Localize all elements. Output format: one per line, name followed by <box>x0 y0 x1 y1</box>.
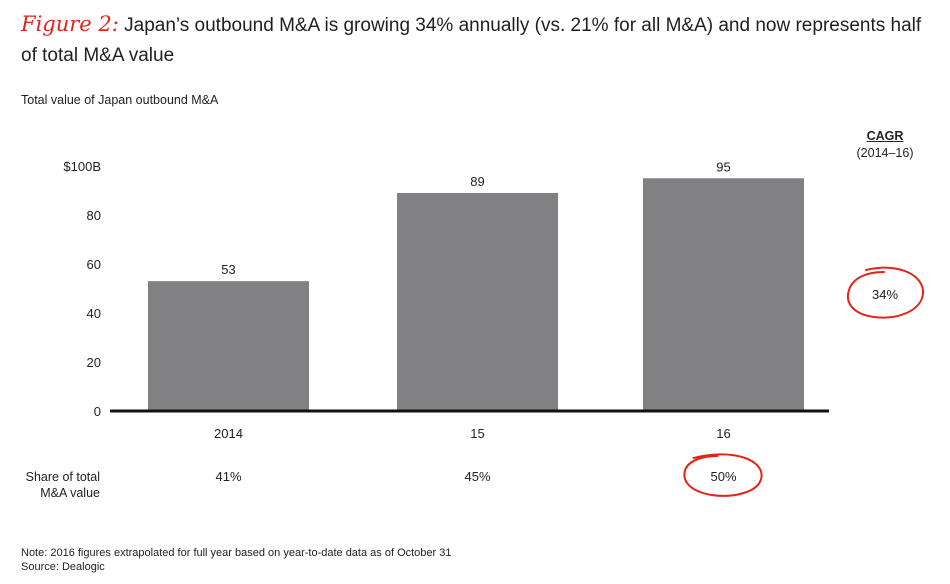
share-value: 50% <box>710 469 736 484</box>
chart-title: Figure 2: Japan’s outbound M&A is growin… <box>21 9 941 71</box>
y-tick-label: 40 <box>87 306 101 321</box>
figure-label: Figure 2: <box>21 12 119 36</box>
y-tick-label: 0 <box>94 404 101 419</box>
share-value: 41% <box>215 469 241 484</box>
share-row-label: Share of total M&A value <box>20 469 100 501</box>
title-text: Japan’s outbound M&A is growing 34% annu… <box>21 15 922 66</box>
x-tick-label: 2014 <box>214 426 243 441</box>
y-tick-label: 20 <box>87 355 101 370</box>
y-tick-label: $100B <box>63 159 101 174</box>
share-label-line2: M&A value <box>40 486 100 500</box>
note-text: Note: 2016 figures extrapolated for full… <box>21 547 452 559</box>
footnote: Note: 2016 figures extrapolated for full… <box>21 546 451 574</box>
cagr-highlight-circle <box>847 266 925 319</box>
bar-value-label: 89 <box>470 174 484 189</box>
x-tick-label: 15 <box>470 426 484 441</box>
bar-value-label: 53 <box>221 262 235 277</box>
cagr-period: (2014–16) <box>856 146 914 160</box>
share-highlight-circle <box>683 453 763 497</box>
cagr-header: CAGR (2014–16) <box>852 128 918 162</box>
source-text: Source: Dealogic <box>21 561 105 573</box>
x-tick-label: 16 <box>716 426 730 441</box>
bar <box>148 281 309 411</box>
bar <box>643 178 804 411</box>
share-value: 45% <box>464 469 490 484</box>
bar-value-label: 95 <box>716 159 730 174</box>
y-tick-label: 80 <box>87 208 101 223</box>
cagr-value: 34% <box>872 287 898 302</box>
y-tick-label: 60 <box>87 257 101 272</box>
chart-subtitle: Total value of Japan outbound M&A <box>21 93 219 107</box>
bar <box>397 192 558 411</box>
share-label-line1: Share of total <box>25 470 100 484</box>
cagr-heading: CAGR <box>866 129 904 143</box>
